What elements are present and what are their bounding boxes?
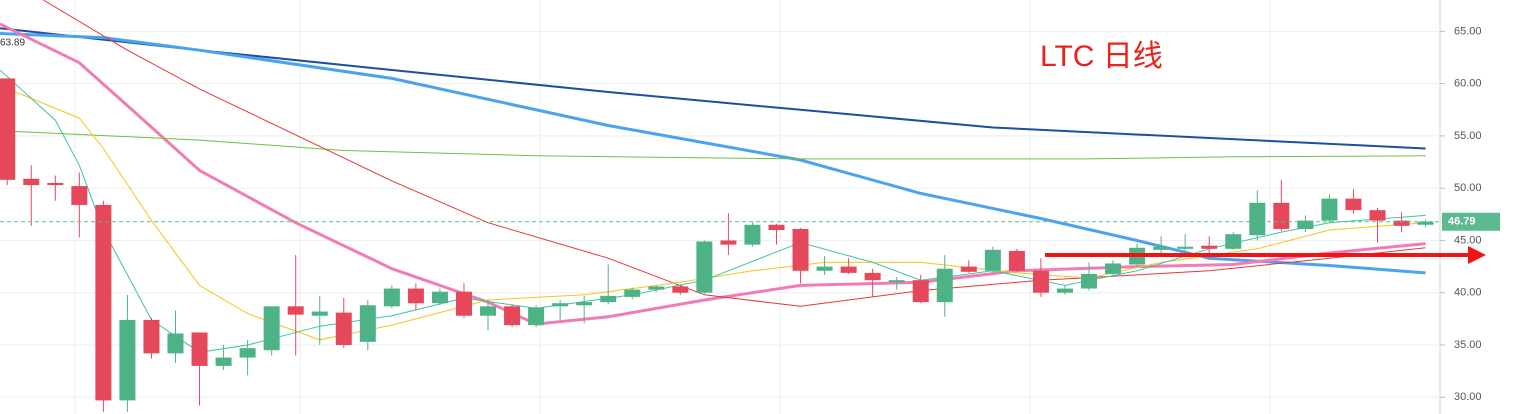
y-tick-label: 45.00 — [1454, 234, 1482, 246]
ma-line — [0, 27, 1426, 150]
ma-line — [0, 69, 1426, 353]
y-tick-label: 40.00 — [1454, 287, 1482, 299]
candle-body — [167, 333, 184, 354]
candle-body — [552, 303, 569, 307]
candle-body — [239, 348, 256, 358]
candle-body — [383, 288, 400, 307]
candle-body — [744, 224, 761, 245]
price-annotation: 63.89 — [0, 38, 25, 49]
candle-body — [840, 266, 857, 273]
candle-body — [1056, 288, 1073, 293]
candle-body — [1273, 202, 1290, 229]
y-tick-label: 30.00 — [1454, 391, 1482, 403]
candle-body — [1081, 273, 1098, 289]
ma-line — [0, 22, 1426, 326]
candle-body — [143, 319, 160, 354]
candle-body — [1225, 234, 1242, 249]
candle-body — [960, 266, 977, 272]
candle-body — [984, 249, 1001, 271]
candle-body — [1105, 263, 1122, 274]
arrow-head — [1468, 246, 1486, 264]
candle-body — [431, 291, 448, 304]
candle-body — [624, 289, 641, 297]
candle-body — [1177, 246, 1194, 249]
candle-body — [407, 288, 424, 304]
candle-body — [1008, 250, 1025, 271]
candle-body — [71, 186, 88, 205]
candle-body — [528, 307, 545, 326]
candle-body — [480, 306, 497, 316]
candle-body — [600, 295, 617, 303]
chart-title: LTC 日线 — [1040, 40, 1163, 73]
candle-body — [1393, 220, 1410, 226]
y-tick-label: 50.00 — [1454, 182, 1482, 194]
candle-body — [359, 305, 376, 342]
candle-body — [1417, 221, 1434, 225]
candle-body — [1153, 246, 1170, 250]
candle-body — [47, 182, 64, 186]
last-price-label: 46.79 — [1448, 216, 1476, 228]
candle-body — [696, 241, 713, 293]
candle-body — [23, 178, 40, 186]
last-price-box — [1442, 212, 1500, 231]
candle-body — [0, 78, 16, 180]
ma-line — [43, 0, 1426, 307]
ma-line — [0, 130, 1426, 160]
candle-body — [1345, 198, 1362, 211]
candle-body — [504, 306, 521, 326]
candle-body — [95, 204, 112, 401]
y-tick-label: 35.00 — [1454, 339, 1482, 351]
candle-body — [792, 228, 809, 271]
candle-body — [119, 319, 136, 401]
candle-body — [1249, 202, 1266, 236]
candle-body — [191, 332, 208, 366]
candle-body — [936, 268, 953, 303]
candle-body — [1297, 220, 1314, 229]
candle-body — [672, 286, 689, 293]
candle-body — [648, 286, 665, 290]
candle-body — [311, 311, 328, 316]
candle-body — [576, 302, 593, 306]
candle-body — [1201, 245, 1218, 249]
candle-body — [912, 280, 929, 303]
y-tick-label: 65.00 — [1454, 25, 1482, 37]
candle-body — [1321, 198, 1338, 221]
candle-body — [888, 280, 905, 283]
candle-body — [768, 224, 785, 230]
candle-body — [263, 306, 280, 351]
candle-body — [1369, 210, 1386, 221]
y-tick-label: 60.00 — [1454, 78, 1482, 90]
candle-body — [816, 266, 833, 271]
ma-line — [0, 85, 1426, 341]
y-tick-label: 55.00 — [1454, 130, 1482, 142]
ma-line — [0, 32, 1426, 275]
candle-body — [720, 240, 737, 245]
candle-body — [1032, 270, 1049, 293]
candle-body — [455, 291, 472, 316]
candle-body — [335, 312, 352, 345]
candle-body — [215, 357, 232, 366]
candle-body — [287, 306, 304, 315]
candle-body — [864, 272, 881, 281]
